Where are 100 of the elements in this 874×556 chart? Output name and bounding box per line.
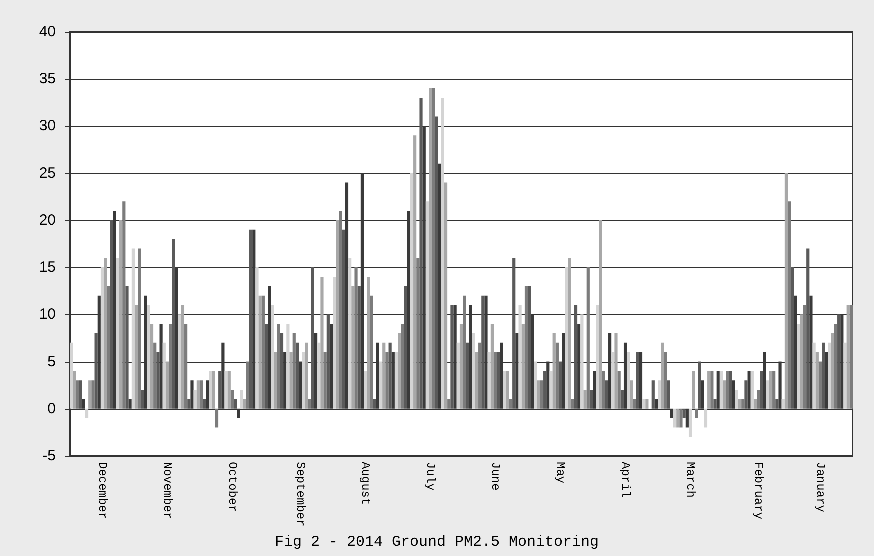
bar xyxy=(348,258,352,409)
x-tick-label: January xyxy=(814,462,828,512)
bar xyxy=(188,399,191,409)
bar xyxy=(292,334,296,409)
bar xyxy=(194,390,197,409)
bar xyxy=(704,408,708,428)
y-tick-label: 15 xyxy=(39,259,56,276)
bar xyxy=(416,258,420,409)
bar xyxy=(326,314,330,409)
bar xyxy=(352,286,355,409)
bar xyxy=(769,371,773,409)
bar xyxy=(806,248,810,409)
bar xyxy=(342,230,346,409)
bar xyxy=(218,371,222,409)
bar xyxy=(132,248,135,409)
bar xyxy=(85,408,89,418)
bar xyxy=(296,342,300,409)
bar xyxy=(200,380,204,409)
bar xyxy=(441,98,444,409)
bar xyxy=(230,390,234,409)
bar xyxy=(618,371,621,409)
bar xyxy=(766,380,770,409)
bar xyxy=(426,202,430,409)
bar xyxy=(584,390,587,409)
bar xyxy=(850,305,853,409)
bar xyxy=(94,334,98,409)
bar xyxy=(636,352,640,409)
x-tick-label: February xyxy=(752,462,766,520)
bar xyxy=(432,88,436,409)
x-tick-label: November xyxy=(160,462,174,520)
bar xyxy=(612,352,615,409)
bar xyxy=(271,305,274,409)
bar xyxy=(318,342,321,409)
bar xyxy=(104,258,108,409)
bar xyxy=(277,324,280,409)
bar xyxy=(497,352,500,409)
bar xyxy=(642,399,646,409)
bar xyxy=(509,399,513,409)
bar xyxy=(518,305,522,409)
bar xyxy=(475,352,479,409)
bar xyxy=(784,173,788,409)
bar xyxy=(646,399,649,409)
bar xyxy=(460,324,464,409)
y-tick-label: 0 xyxy=(48,400,56,418)
bar xyxy=(658,380,662,409)
bar xyxy=(680,408,683,428)
bar xyxy=(620,390,624,409)
bar xyxy=(166,362,170,409)
y-tick-label: -5 xyxy=(42,448,56,464)
bar xyxy=(488,352,491,409)
bar xyxy=(280,334,284,409)
bar xyxy=(320,276,324,409)
bar xyxy=(729,371,732,409)
bar xyxy=(528,286,532,409)
bar xyxy=(264,324,268,409)
bar xyxy=(169,324,172,409)
bar xyxy=(456,342,460,409)
bar xyxy=(791,268,794,409)
bar xyxy=(308,399,312,409)
bar xyxy=(831,334,834,409)
bar xyxy=(772,371,776,409)
y-tick-label: 25 xyxy=(39,164,56,182)
bar xyxy=(162,342,166,409)
bar xyxy=(522,324,525,409)
bar xyxy=(435,116,438,409)
bar xyxy=(448,399,451,409)
bar xyxy=(565,268,568,409)
bar xyxy=(590,390,594,409)
bar xyxy=(744,380,748,409)
bar xyxy=(686,408,689,428)
bar xyxy=(828,342,832,409)
bar xyxy=(410,173,414,409)
bar xyxy=(846,305,850,409)
bar xyxy=(580,314,584,409)
bar xyxy=(652,380,655,409)
bar xyxy=(110,220,114,409)
bar xyxy=(503,371,506,409)
bar xyxy=(394,352,398,409)
bar xyxy=(540,380,544,409)
bar xyxy=(552,334,556,409)
bar xyxy=(682,408,686,418)
x-tick-label: April xyxy=(618,462,633,498)
bar xyxy=(215,408,219,428)
bar xyxy=(212,371,216,409)
bar xyxy=(250,230,253,409)
bar xyxy=(490,324,494,409)
bar xyxy=(803,305,807,409)
bar xyxy=(757,390,760,409)
bar xyxy=(506,371,510,409)
x-tick-label: October xyxy=(225,462,240,512)
bar xyxy=(720,371,724,409)
bar xyxy=(596,305,600,409)
bar xyxy=(844,342,847,409)
bar xyxy=(692,371,696,409)
bar xyxy=(574,305,578,409)
bar xyxy=(274,352,278,409)
bar xyxy=(134,305,138,409)
bar xyxy=(614,334,618,409)
bar xyxy=(463,296,466,409)
x-tick-label: March xyxy=(684,462,698,498)
